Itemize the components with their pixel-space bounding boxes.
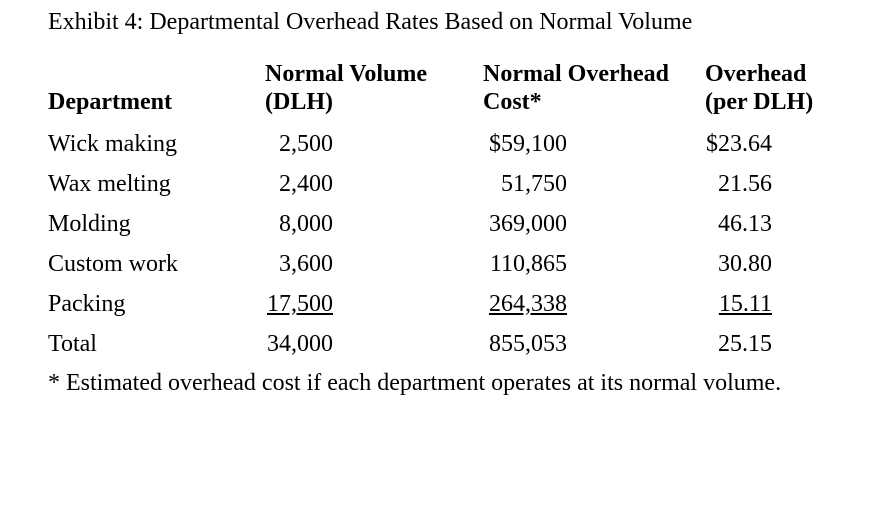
- rate-value: 30.80: [718, 251, 772, 277]
- cost-value: $59,100: [489, 131, 567, 157]
- volume-value: 8,000: [279, 211, 333, 237]
- header-normal-volume-line2: (DLH): [265, 89, 333, 115]
- department-cell: Wax melting: [48, 164, 265, 204]
- table-row: Wax melting 2,400 51,750 21.56: [48, 164, 874, 204]
- table-row: Packing 17,500 264,338 15.11: [48, 284, 874, 324]
- department-label: Wax melting: [48, 171, 171, 197]
- header-overhead-cost: Normal Overhead Cost*: [483, 60, 705, 116]
- cost-cell: 264,338: [483, 284, 705, 324]
- cost-value: 110,865: [489, 251, 567, 277]
- cost-cell: 855,053: [483, 324, 705, 364]
- department-label: Total: [48, 331, 97, 357]
- department-cell: Wick making: [48, 124, 265, 164]
- department-cell: Molding: [48, 204, 265, 244]
- footnote: * Estimated overhead cost if each depart…: [48, 370, 782, 396]
- rate-value: $23.64: [706, 131, 772, 157]
- department-label: Packing: [48, 291, 126, 317]
- department-label: Molding: [48, 211, 131, 237]
- rate-value: 25.15: [718, 331, 772, 357]
- rate-value: 46.13: [718, 211, 772, 237]
- rate-cell: 15.11: [705, 284, 874, 324]
- department-cell: Packing: [48, 284, 265, 324]
- header-department: Department: [48, 88, 265, 116]
- header-overhead-rate-line2: (per DLH): [705, 89, 814, 115]
- volume-cell: 17,500: [265, 284, 483, 324]
- cost-cell: 369,000: [483, 204, 705, 244]
- volume-cell: 34,000: [265, 324, 483, 364]
- cost-cell: 110,865: [483, 244, 705, 284]
- rate-cell: 46.13: [705, 204, 874, 244]
- department-cell: Total: [48, 324, 265, 364]
- cost-cell: 51,750: [483, 164, 705, 204]
- exhibit-title: Exhibit 4: Departmental Overhead Rates B…: [48, 9, 693, 35]
- department-label: Wick making: [48, 131, 177, 157]
- table-row: Molding 8,000 369,000 46.13: [48, 204, 874, 244]
- rate-cell: 25.15: [705, 324, 874, 364]
- volume-cell: 3,600: [265, 244, 483, 284]
- volume-value: 2,500: [279, 131, 333, 157]
- cost-cell: $59,100: [483, 124, 705, 164]
- header-normal-volume-line1: Normal Volume: [265, 61, 427, 87]
- volume-value: 17,500: [267, 291, 333, 317]
- volume-value: 2,400: [279, 171, 333, 197]
- table-row: Total 34,000 855,053 25.15: [48, 324, 874, 364]
- department-label: Custom work: [48, 251, 179, 277]
- table-row: Wick making 2,500 $59,100 $23.64: [48, 124, 874, 164]
- rate-value: 15.11: [718, 291, 772, 317]
- rate-value: 21.56: [718, 171, 772, 197]
- header-overhead-cost-line2: Cost*: [483, 89, 542, 115]
- header-department-line2: Department: [48, 89, 172, 115]
- rate-cell: $23.64: [705, 124, 874, 164]
- header-overhead-cost-line1: Normal Overhead: [483, 61, 669, 87]
- volume-cell: 2,500: [265, 124, 483, 164]
- header-normal-volume: Normal Volume (DLH): [265, 60, 483, 116]
- cost-value: 369,000: [489, 211, 567, 237]
- table-body: Wick making 2,500 $59,100 $23.64 Wax mel…: [48, 124, 874, 364]
- volume-cell: 2,400: [265, 164, 483, 204]
- header-overhead-rate: Overhead (per DLH): [705, 60, 874, 116]
- volume-cell: 8,000: [265, 204, 483, 244]
- cost-value: 51,750: [501, 171, 567, 197]
- table-row: Custom work 3,600 110,865 30.80: [48, 244, 874, 284]
- volume-value: 3,600: [279, 251, 333, 277]
- cost-value: 264,338: [489, 291, 567, 317]
- cost-value: 855,053: [489, 331, 567, 357]
- department-cell: Custom work: [48, 244, 265, 284]
- rate-cell: 30.80: [705, 244, 874, 284]
- header-overhead-rate-line1: Overhead: [705, 61, 807, 87]
- volume-value: 34,000: [267, 331, 333, 357]
- table-header-row: Department Normal Volume (DLH) Normal Ov…: [48, 60, 874, 116]
- rate-cell: 21.56: [705, 164, 874, 204]
